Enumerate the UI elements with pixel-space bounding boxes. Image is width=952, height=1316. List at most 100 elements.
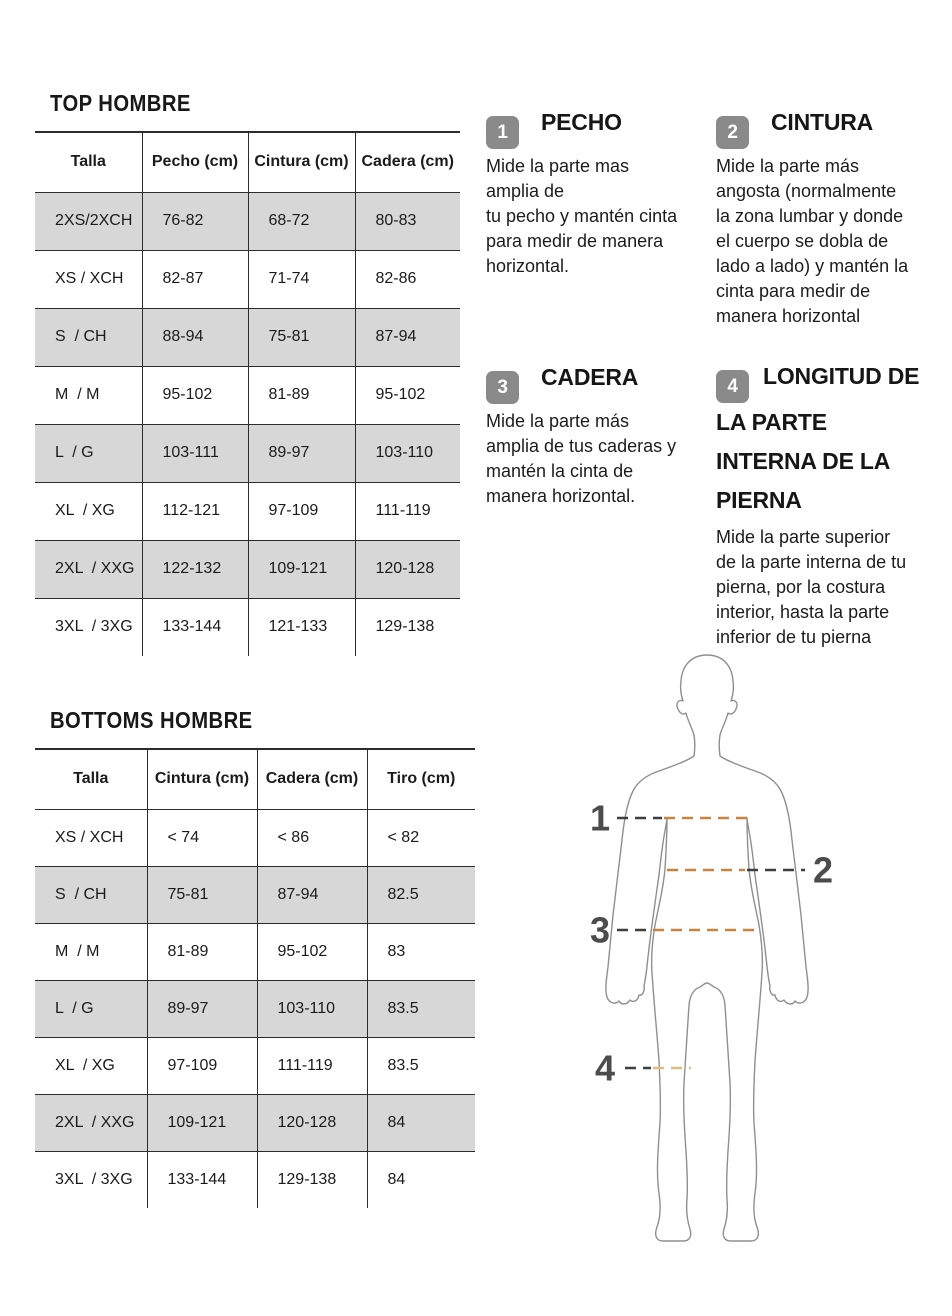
size-cell: 75-81 (248, 308, 356, 366)
table-row: 2XS/2XCH 76-82 68-72 80-83 (35, 192, 460, 250)
step-number: 4 (727, 376, 738, 397)
size-cell: 87-94 (257, 866, 368, 923)
size-cell: 95-102 (375, 386, 426, 403)
size-cell: 3XL / 3XG (35, 598, 143, 656)
size-cell: L / G (35, 424, 143, 482)
size-cell: S / CH (35, 866, 148, 923)
step-number: 3 (497, 377, 508, 398)
step-4-badge: 4 (716, 370, 749, 403)
table-row: XS / XCH 82-87 71-74 82-86 (35, 250, 460, 308)
column-header: Cadera (cm) (257, 749, 368, 810)
table-row: XL / XG 97-109 111-119 83.5 (35, 1037, 475, 1094)
size-cell: S / CH (35, 308, 143, 366)
size-cell: 129-138 (375, 618, 435, 636)
column-header: Talla (35, 749, 148, 810)
figure-label-4: 4 (595, 1048, 615, 1089)
size-table-top-hombre: Talla Pecho (cm) Cintura (cm) Cadera (cm) 2… (35, 131, 460, 656)
instruction-section-longitud: 4 LONGITUD DE LA PARTE INTERNA DE LA PIER… (716, 357, 946, 650)
step-1-badge: 1 (486, 116, 519, 149)
size-cell: 83 (387, 942, 406, 960)
section-title: LONGITUD DE LA PARTE INTERNA DE LA PIERN… (716, 363, 920, 513)
size-cell: 103-110 (375, 444, 434, 461)
measurement-line-chest: 1 (590, 798, 752, 839)
instruction-section-cadera: 3 CADERA Mide la parte más amplia de tus … (486, 358, 705, 509)
table-row: XS / XCH < 74 < 86 < 82 (35, 809, 475, 866)
size-cell: 81-89 (147, 923, 258, 980)
instruction-section-pecho: 1 PECHO Mide la parte mas amplia de tu pe… (486, 103, 699, 279)
size-cell: 103-110 (257, 980, 368, 1037)
size-cell: < 74 (147, 809, 258, 866)
figure-label-3: 3 (590, 910, 610, 951)
step-2-badge: 2 (716, 116, 749, 149)
size-cell: 3XL / 3XG (35, 1151, 148, 1208)
size-cell: 87-94 (375, 328, 417, 345)
table-row: S / CH 88-94 75-81 87-94 (35, 308, 460, 366)
size-cell: 120-128 (375, 560, 435, 577)
column-header: Cintura (cm) (147, 749, 258, 810)
table-row: S / CH 75-81 87-94 82.5 (35, 866, 475, 923)
table-row: XL / XG 112-121 97-109 111-119 (35, 482, 460, 540)
size-cell: 2XL / XXG (35, 1094, 148, 1151)
column-header: Tiro (cm) (367, 749, 475, 810)
table-row: 3XL / 3XG 133-144 121-133 129-138 (35, 598, 460, 656)
size-cell: 111-119 (375, 502, 431, 519)
size-cell: L / G (35, 980, 148, 1037)
size-cell: 2XL / XXG (35, 540, 143, 598)
size-cell: 111-119 (257, 1037, 368, 1094)
measurement-line-hip: 3 (590, 910, 756, 951)
size-cell: 83.5 (387, 1056, 419, 1074)
section-body-text: Mide la parte mas amplia de tu pecho y m… (486, 156, 678, 276)
size-cell: XL / XG (35, 482, 143, 540)
size-cell: 82-87 (142, 250, 249, 308)
table-row: 2XL / XXG 122-132 109-121 120-128 (35, 540, 460, 598)
measurement-line-waist: 2 (667, 850, 833, 891)
section-title: CINTURA (771, 109, 874, 135)
size-cell: 81-89 (248, 366, 356, 424)
column-header: Cintura (cm) (248, 132, 356, 193)
header-row: Talla Cintura (cm) Cadera (cm) Tiro (cm) (35, 749, 475, 810)
size-cell: 95-102 (257, 923, 368, 980)
body-outline (605, 654, 809, 1242)
section-body-text: Mide la parte más angosta (normalmente l… (716, 156, 909, 326)
section-heading: 1 PECHO (486, 103, 699, 149)
measurement-line-inseam: 4 (595, 1048, 691, 1089)
size-cell: < 82 (387, 828, 420, 846)
table-row: L / G 89-97 103-110 83.5 (35, 980, 475, 1037)
figure-label-1: 1 (590, 798, 610, 839)
table-row: M / M 81-89 95-102 83 (35, 923, 475, 980)
table-row: 2XL / XXG 109-121 120-128 84 (35, 1094, 475, 1151)
section-heading: 4 LONGITUD DE LA PARTE INTERNA DE LA PIER… (716, 357, 946, 520)
size-cell: 129-138 (257, 1151, 368, 1208)
size-cell: 84 (387, 1170, 406, 1188)
size-cell: 122-132 (142, 540, 249, 598)
size-cell: 97-109 (147, 1037, 258, 1094)
size-cell: XL / XG (35, 1037, 148, 1094)
size-cell: 109-121 (147, 1094, 258, 1151)
size-cell: 120-128 (257, 1094, 368, 1151)
size-cell: 2XS/2XCH (35, 192, 143, 250)
size-cell: 71-74 (248, 250, 356, 308)
table-title-bottoms-hombre: BOTTOMS HOMBRE (50, 707, 253, 733)
size-cell: 121-133 (248, 598, 356, 656)
size-cell: 76-82 (142, 192, 249, 250)
size-table-bottoms-hombre: Talla Cintura (cm) Cadera (cm) Tiro (cm) XS… (35, 748, 475, 1208)
column-header: Pecho (cm) (142, 132, 249, 193)
body-figure-svg: 1 2 3 4 (590, 654, 833, 1242)
size-cell: 82-86 (375, 270, 417, 287)
size-cell: XS / XCH (35, 250, 143, 308)
step-number: 1 (497, 122, 508, 143)
table-title-top-hombre: TOP HOMBRE (50, 90, 191, 116)
step-3-badge: 3 (486, 371, 519, 404)
size-cell: 88-94 (142, 308, 249, 366)
size-cell: 112-121 (142, 482, 249, 540)
figure-label-2: 2 (813, 850, 833, 891)
step-number: 2 (727, 122, 738, 143)
column-header: Talla (35, 132, 143, 193)
size-cell: 83.5 (387, 999, 419, 1017)
size-cell: M / M (35, 923, 148, 980)
size-cell: 89-97 (147, 980, 258, 1037)
size-cell: 103-111 (142, 424, 249, 482)
size-cell: 97-109 (248, 482, 356, 540)
header-row: Talla Pecho (cm) Cintura (cm) Cadera (cm) (35, 132, 460, 193)
size-cell: 84 (387, 1113, 406, 1131)
